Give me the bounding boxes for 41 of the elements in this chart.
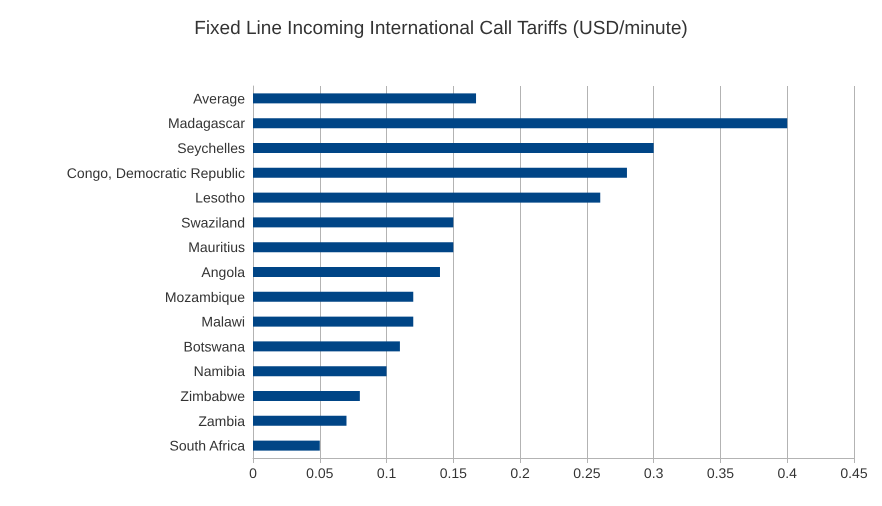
y-tick-label: South Africa [170, 438, 246, 454]
y-tick-label: Mozambique [164, 288, 246, 305]
bar [253, 316, 414, 327]
y-tick-label: Seychelles [177, 140, 245, 156]
y-tick-label: Zambia [198, 412, 246, 429]
y-tick-label: Angola [201, 264, 246, 280]
y-tick-label: Zimbabwe [180, 388, 246, 404]
x-tick-label: 0.05 [306, 465, 334, 481]
y-tick-label: Madagascar [168, 115, 246, 132]
bar [253, 292, 414, 302]
y-tick-label: Congo, Democratic Republic [66, 164, 245, 181]
y-tick-label: Average [193, 90, 246, 106]
bar [253, 192, 600, 203]
x-tick-label: 0.35 [706, 465, 734, 481]
y-tick-label: Malawi [201, 314, 245, 330]
bar [253, 267, 440, 277]
bar [253, 143, 654, 153]
bar [253, 118, 788, 128]
bar [253, 391, 360, 401]
bar [253, 242, 454, 252]
y-tick-label: Swaziland [181, 214, 245, 230]
bar [253, 366, 387, 376]
x-tick-label: 0 [249, 465, 258, 481]
y-tick-label: Lesotho [195, 190, 246, 206]
bar [253, 440, 320, 451]
x-tick-label: 0.15 [440, 465, 468, 481]
x-tick-label: 0.1 [376, 465, 396, 481]
chart-title: Fixed Line Incoming International Call Tariffs (USD/minute) [194, 18, 688, 39]
bar [253, 341, 400, 352]
y-tick-label: Mauritius [188, 239, 245, 256]
y-tick-label: Namibia [194, 363, 246, 380]
x-tick-label: 0.3 [644, 465, 664, 481]
bar [253, 416, 346, 426]
bar [253, 168, 627, 178]
x-tick-label: 0.25 [573, 465, 601, 481]
y-tick-label: Botswana [184, 338, 246, 354]
bar [253, 93, 476, 104]
x-tick-label: 0.2 [510, 465, 530, 481]
x-tick-label: 0.4 [777, 465, 798, 481]
x-tick-label: 0.45 [840, 465, 868, 481]
bar [253, 217, 454, 228]
